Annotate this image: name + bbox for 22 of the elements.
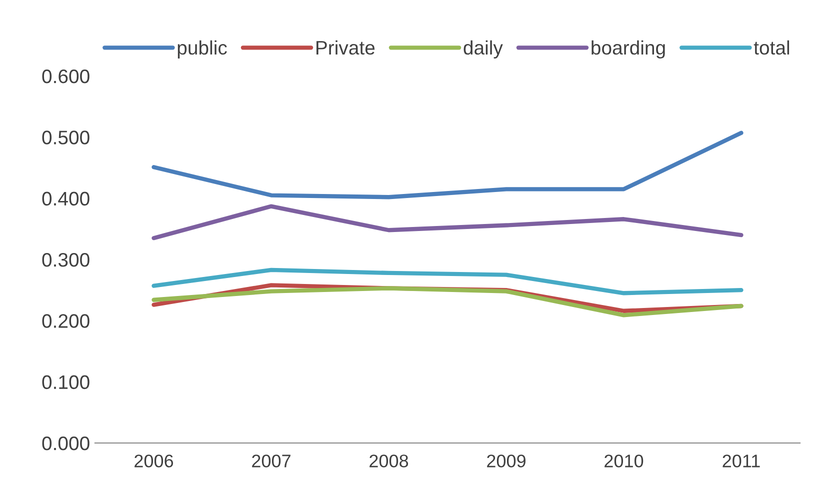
legend-label: public [178,40,227,58]
line-series [152,286,744,318]
legend-label: boarding [592,40,665,58]
y-tick-label: 0.400 [42,192,90,206]
legend-label: total [754,40,790,55]
y-tick-label: 0.100 [42,375,90,390]
x-tick-label: 2011 [722,454,760,468]
x-tick-label: 2007 [252,454,290,468]
x-tick-label: 2010 [604,454,644,468]
legend-label: daily [464,40,503,58]
y-tick-label: 0.600 [42,69,90,84]
y-tick-label: 0.300 [42,252,90,267]
line-series [152,204,744,240]
legend-label: Private [316,40,375,55]
y-tick-label: 0.200 [42,314,90,328]
y-tick-label: 0.500 [42,130,90,144]
x-tick-label: 2008 [370,454,408,468]
y-tick-label: 0.000 [42,436,90,450]
x-tick-label: 2009 [487,454,526,468]
x-tick-label: 2006 [134,454,174,468]
line-series [152,268,744,296]
line-series [152,130,744,200]
